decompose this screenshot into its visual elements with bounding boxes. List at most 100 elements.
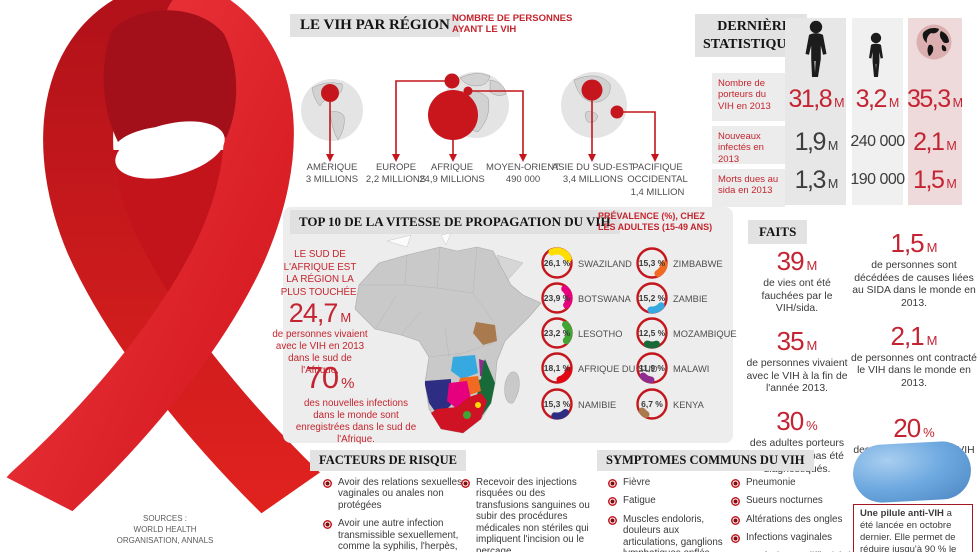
pill-caption-rest: a été lancée en octobre dernier. Elle pe… [860, 508, 957, 552]
prevalence-ring-mozambique [636, 317, 668, 349]
zambia-shape [451, 355, 478, 379]
top10-stat2-value: 70% [305, 360, 355, 395]
stats-row-label-2: Nouveaux infectés en 2013 [712, 126, 785, 165]
section-title-facteurs-de-risque: FACTEURS DE RISQUE [310, 450, 466, 471]
prevalence-pct-botswana: 23,9 % [543, 293, 571, 303]
prevalence-pct-zambie: 15,2 % [638, 293, 666, 303]
region-bubbles [321, 73, 624, 140]
prevalence-name-malawi: MALAWI [673, 364, 710, 374]
top10-stat1-value: 24,7 M [288, 298, 352, 328]
fact-item: 35 M de personnes vivaient avec le VIH à … [746, 326, 848, 395]
region-label-amerique: AMÉRIQUE 3 MILLIONS [305, 162, 359, 186]
anti-hiv-pill-image [851, 439, 973, 505]
sources-note: SOURCES : WORLD HEALTH ORGANISATION, ANN… [100, 514, 230, 546]
prevalence-ring-malawi [636, 352, 668, 384]
prevalence-ring-swaziland [541, 247, 573, 279]
list-item: Confusion ou difficulté de concentration [731, 551, 861, 552]
lesotho-shape [463, 411, 471, 419]
prevalence-name-lesotho: LESOTHO [578, 329, 623, 339]
adult-icon [805, 20, 827, 77]
list-item: Fièvre [608, 477, 734, 488]
list-item: Infections vaginales [731, 532, 861, 544]
stat-world-new: 2,1 M [913, 127, 957, 156]
fact-item: 1,5 M de personnes sont décédées de cause… [852, 228, 976, 310]
stats-row-label-1: Nombre de porteurs du VIH en 2013 [712, 73, 785, 121]
top10-stat1-text: de personnes vivaient avec le VIH en 201… [272, 329, 368, 377]
prevalence-title: PRÉVALENCE (%), CHEZ LES ADULTES (15-49 … [598, 211, 713, 233]
kenya-shape [473, 322, 497, 345]
region-subtitle-line2: AYANT LE VIH [452, 24, 517, 36]
africa-map [354, 233, 542, 434]
child-icon [869, 32, 883, 77]
stat-children-new: 240 000 [850, 133, 905, 150]
region-label-pacifique: PACIFIQUE OCCIDENTAL 1,4 MILLION [627, 162, 688, 198]
list-item: Muscles endoloris, douleurs aux articula… [608, 514, 734, 552]
prevalence-ring-zambie [636, 282, 668, 314]
bullet-icon [608, 479, 617, 488]
prevalence-name-namibie: NAMIBIE [578, 400, 617, 410]
top10-note: LE SUD DE L'AFRIQUE EST LA RÉGION LA PLU… [280, 249, 360, 298]
bullet-icon [323, 479, 332, 488]
stat-world-carriers: 35,3 M [906, 84, 964, 113]
bullet-icon [731, 497, 740, 507]
bullet-icon [608, 515, 617, 525]
south-africa-shape [431, 393, 487, 433]
bullet-icon [608, 497, 617, 507]
top10-stat2-text: des nouvelles infections dans le monde s… [295, 398, 417, 446]
list-item: Altérations des ongles [731, 514, 861, 525]
region-label-moyen-orient: MOYEN-ORIENT 490 000 [486, 162, 560, 186]
list-item: Avoir une autre infection transmissible … [323, 518, 463, 552]
section-title-vih-par-region: LE VIH PAR RÉGION [290, 14, 460, 37]
aids-ribbon-illustration [0, 0, 335, 552]
risques-col1: Avoir des relations sexuelles vaginales … [323, 477, 463, 552]
prevalence-name-zimbabwe: ZIMBABWE [673, 259, 723, 269]
bullet-icon [731, 479, 740, 488]
list-item: Fatigue [608, 495, 734, 507]
madagascar-shape [504, 371, 520, 404]
section-title-faits: FAITS [748, 220, 808, 244]
prevalence-name-botswana: BOTSWANA [578, 294, 631, 304]
list-item: Pneumonie [731, 477, 861, 488]
region-label-asie-sud-est: ASIE DU SUD-EST 3,4 MILLIONS [551, 162, 635, 186]
prevalence-name-kenya: KENYA [673, 400, 704, 410]
world-icon [916, 24, 952, 60]
section-title-top10: TOP 10 DE LA VITESSE DE PROPAGATION DU V… [290, 210, 620, 234]
sources-line2: WORLD HEALTH [133, 524, 197, 534]
stat-children-carriers: 3,2 M [855, 84, 900, 113]
region-label-europe: EUROPE 2,2 MILLIONS [365, 162, 427, 186]
prevalence-ring-zimbabwe [636, 247, 668, 279]
list-item: Recevoir des injections risquées ou des … [461, 477, 594, 552]
prevalence-ring-namibie [541, 388, 573, 420]
prevalence-name-zambie: ZAMBIE [673, 294, 708, 304]
bullet-icon [731, 515, 740, 525]
prevalence-pct-zimbabwe: 15,3 % [638, 258, 666, 268]
prevalence-pct-malawi: 11,9 % [639, 363, 665, 373]
prevalence-pct-afrique-du-sud: 18,1 % [543, 363, 571, 373]
swaziland-shape [475, 402, 481, 408]
prevalence-ring-lesotho [541, 317, 573, 349]
stat-adults-new: 1,9 M [794, 127, 839, 156]
symptomes-col2: Pneumonie Sueurs nocturnes Altérations d… [731, 477, 861, 552]
prevalence-pct-mozambique: 12,5 % [638, 328, 666, 338]
prevalence-pct-swaziland: 26,1 % [543, 258, 571, 268]
country-borders [359, 246, 502, 358]
stat-children-deaths: 190 000 [850, 171, 905, 188]
pill-caption-lead: Une pilule anti-VIH [860, 508, 944, 519]
bullet-icon [461, 479, 470, 488]
pointer-lines [329, 80, 656, 154]
region-subtitle: NOMBRE DE PERSONNES AYANT LE VIH [452, 13, 572, 36]
region-subtitle-line1: NOMBRE DE PERSONNES [452, 13, 573, 24]
risques-col2: Recevoir des injections risquées ou des … [461, 477, 594, 552]
prevalence-ring-kenya [636, 388, 668, 420]
globe-americas [301, 79, 363, 141]
prevalence-name-mozambique: MOZAMBIQUE [673, 329, 737, 339]
prevalence-name-swaziland: SWAZILAND [578, 259, 632, 269]
world-globes-map [301, 72, 659, 162]
stat-adults-deaths: 1,3 M [794, 165, 839, 194]
bullet-icon [731, 534, 740, 544]
prevalence-ring-botswana [541, 282, 573, 314]
stat-world-deaths: 1,5 M [913, 165, 957, 194]
arrowhead-icons [326, 154, 659, 162]
prevalence-ring-afrique-du-sud [541, 352, 573, 384]
